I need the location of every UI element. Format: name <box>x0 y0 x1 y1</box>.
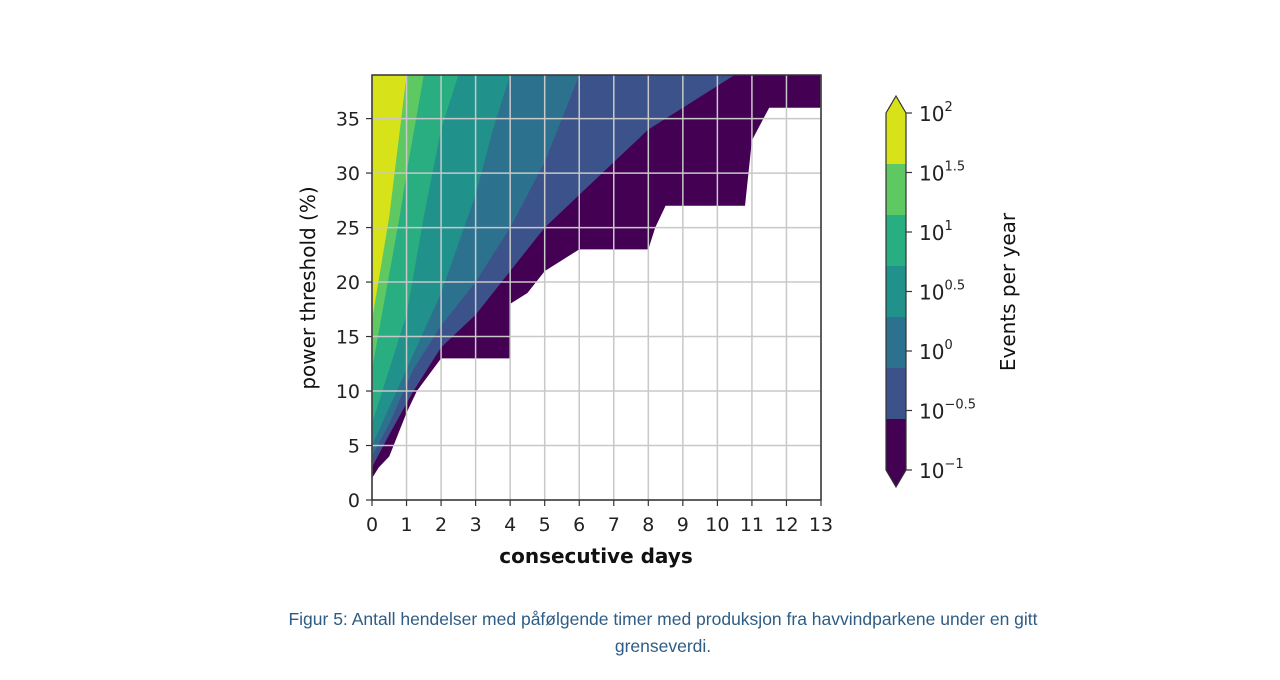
x-tick-label: 12 <box>774 514 798 536</box>
colorbar: 102 101.5 101 100.5 100 10−0.5 10−1 <box>885 94 976 489</box>
colorbar-band <box>886 266 906 317</box>
y-tick-label: 25 <box>336 218 360 240</box>
x-tick-label: 7 <box>608 514 620 536</box>
x-tick-label: 4 <box>504 514 516 536</box>
caption-line-1: Figur 5: Antall hendelser med påfølgende… <box>288 609 1038 629</box>
colorbar-band <box>886 113 906 164</box>
colorbar-tick-label: 101 <box>919 219 953 245</box>
x-tick-label: 8 <box>642 514 654 536</box>
colorbar-tick-label: 101.5 <box>919 160 965 186</box>
colorbar-tick-label: 10−0.5 <box>919 398 976 424</box>
colorbar-extend-min <box>886 470 906 487</box>
colorbar-tick-label: 100.5 <box>919 279 965 305</box>
y-tick-label: 0 <box>348 490 360 512</box>
colorbar-tick-label: 10−1 <box>919 457 964 483</box>
x-axis-ticks: 0 1 2 3 4 5 6 7 8 9 10 11 12 13 <box>366 500 833 536</box>
colorbar-extend-max <box>886 96 906 113</box>
colorbar-tick-label: 100 <box>919 338 953 364</box>
y-axis-label: power threshold (%) <box>296 186 320 389</box>
x-tick-label: 5 <box>539 514 551 536</box>
x-tick-label: 3 <box>470 514 482 536</box>
x-tick-label: 6 <box>573 514 585 536</box>
x-tick-label: 10 <box>705 514 729 536</box>
y-tick-label: 15 <box>336 327 360 349</box>
contour-region <box>372 75 407 321</box>
colorbar-band <box>886 164 906 215</box>
colorbar-band <box>886 317 906 368</box>
x-tick-label: 0 <box>366 514 378 536</box>
plot-area <box>371 74 822 501</box>
x-tick-label: 2 <box>435 514 447 536</box>
colorbar-band <box>886 368 906 419</box>
x-tick-label: 13 <box>809 514 833 536</box>
colorbar-tick-label: 102 <box>919 100 953 126</box>
colorbar-label: Events per year <box>996 212 1020 371</box>
y-tick-label: 30 <box>336 163 360 185</box>
y-tick-label: 20 <box>336 272 360 294</box>
y-tick-label: 5 <box>348 436 360 458</box>
x-tick-label: 1 <box>400 514 412 536</box>
colorbar-band <box>886 215 906 266</box>
y-tick-label: 10 <box>336 381 360 403</box>
plot-frame <box>371 74 822 501</box>
y-axis-ticks: 0 5 10 15 20 25 30 35 <box>336 109 372 512</box>
y-tick-label: 35 <box>336 109 360 131</box>
figure-caption: Figur 5: Antall hendelser med påfølgende… <box>200 606 1126 660</box>
x-axis-label: consecutive days <box>499 544 693 568</box>
x-tick-label: 11 <box>740 514 764 536</box>
colorbar-band <box>886 419 906 470</box>
x-tick-label: 9 <box>677 514 689 536</box>
caption-line-2: grenseverdi. <box>614 636 712 656</box>
